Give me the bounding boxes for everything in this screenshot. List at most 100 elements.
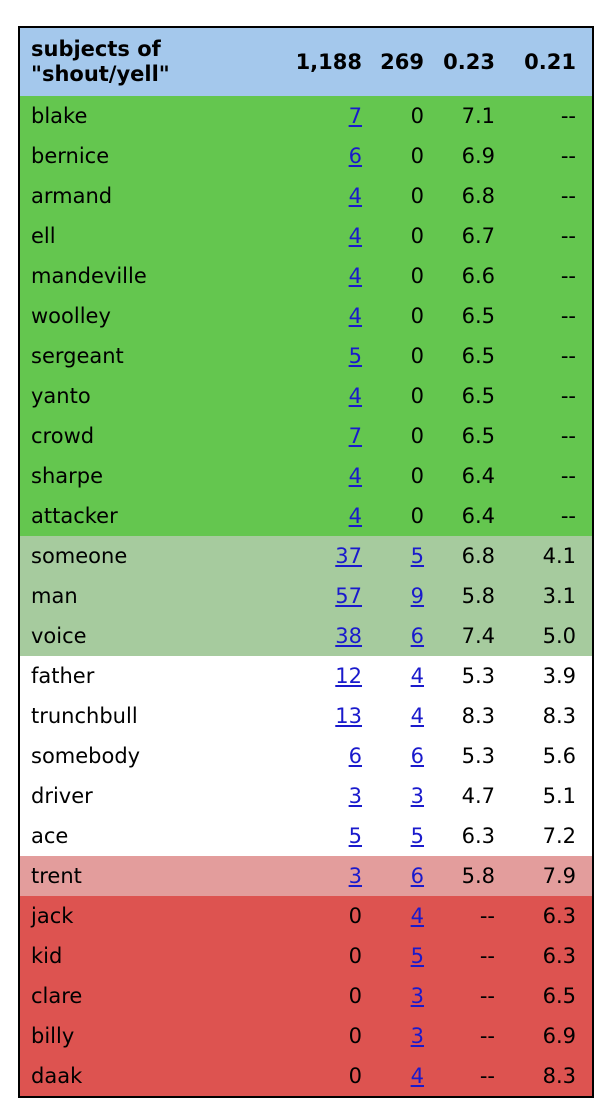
row-c4-value: -- [560,224,576,248]
row-subject: father [31,664,95,688]
row-c1-count-link[interactable]: 4 [348,184,362,208]
row-c1-cell: 38 [288,616,376,656]
row-c2-count-link[interactable]: 3 [410,1024,424,1048]
row-c3-value: 6.9 [461,144,495,168]
row-c1-cell: 13 [288,696,376,736]
row-c2-value: 0 [410,424,424,448]
row-c2-count-link[interactable]: 5 [410,544,424,568]
table-row: billy 0 3 -- 6.9 [20,1016,592,1056]
row-c1-count-link[interactable]: 5 [348,824,362,848]
row-c1-count-link[interactable]: 13 [335,704,362,728]
row-c1-cell: 4 [288,376,376,416]
row-c1-count-link[interactable]: 7 [348,424,362,448]
row-subject: someone [31,544,128,568]
row-c2-count-link[interactable]: 3 [410,984,424,1008]
row-c3-value: 6.8 [461,184,495,208]
row-c1-cell: 12 [288,656,376,696]
row-c2-cell: 6 [376,736,438,776]
row-c4-value: -- [560,384,576,408]
table-row: jack 0 4 -- 6.3 [20,896,592,936]
row-c3-value: 6.5 [461,304,495,328]
header-col3: 0.23 [443,50,495,74]
row-c1-value: 0 [348,1024,362,1048]
header-title: subjects of "shout/yell" [20,28,288,96]
row-c1-cell: 4 [288,296,376,336]
table-row: woolley 4 0 6.5 -- [20,296,592,336]
row-c2-cell: 5 [376,536,438,576]
row-c2-count-link[interactable]: 5 [410,944,424,968]
row-c1-cell: 6 [288,736,376,776]
row-c1-count-link[interactable]: 6 [348,144,362,168]
row-c1-value: 0 [348,944,362,968]
row-c1-cell: 7 [288,96,376,136]
row-c2-cell: 4 [376,656,438,696]
row-c1-count-link[interactable]: 4 [348,264,362,288]
row-c3-value: 5.8 [461,584,495,608]
row-c1-count-link[interactable]: 7 [348,104,362,128]
results-table: subjects of "shout/yell" 1,188 269 0.23 … [20,28,592,1096]
row-c1-cell: 57 [288,576,376,616]
row-c1-count-link[interactable]: 4 [348,384,362,408]
row-c1-count-link[interactable]: 12 [335,664,362,688]
row-c4-value: 7.2 [542,824,576,848]
row-c2-count-link[interactable]: 5 [410,824,424,848]
row-c1-count-link[interactable]: 4 [348,304,362,328]
row-c4-value: 6.9 [542,1024,576,1048]
row-c1-cell: 4 [288,256,376,296]
row-c2-count-link[interactable]: 4 [410,704,424,728]
table-row: driver 3 3 4.7 5.1 [20,776,592,816]
row-c2-count-link[interactable]: 4 [410,904,424,928]
table-row: someone 37 5 6.8 4.1 [20,536,592,576]
row-c2-cell: 3 [376,976,438,1016]
table-row: blake 7 0 7.1 -- [20,96,592,136]
row-c3-value: 6.4 [461,464,495,488]
row-c1-cell: 4 [288,456,376,496]
row-c1-count-link[interactable]: 3 [348,784,362,808]
row-c2-count-link[interactable]: 6 [410,624,424,648]
row-c3-value: 6.5 [461,344,495,368]
row-c1-count-link[interactable]: 37 [335,544,362,568]
row-subject: attacker [31,504,118,528]
table-row: ell 4 0 6.7 -- [20,216,592,256]
row-c1-cell: 3 [288,776,376,816]
row-c2-cell: 4 [376,696,438,736]
row-c1-count-link[interactable]: 4 [348,464,362,488]
row-c3-value: 6.5 [461,384,495,408]
row-c1-count-link[interactable]: 3 [348,864,362,888]
row-c1-count-link[interactable]: 4 [348,504,362,528]
row-c1-count-link[interactable]: 4 [348,224,362,248]
table-row: trunchbull 13 4 8.3 8.3 [20,696,592,736]
row-c2-count-link[interactable]: 6 [410,864,424,888]
row-c2-count-link[interactable]: 4 [410,664,424,688]
row-c4-value: 4.1 [542,544,576,568]
table-row: armand 4 0 6.8 -- [20,176,592,216]
row-c1-cell: 4 [288,216,376,256]
table-row: somebody 6 6 5.3 5.6 [20,736,592,776]
row-c1-count-link[interactable]: 6 [348,744,362,768]
row-c1-value: 0 [348,904,362,928]
row-c2-value: 0 [410,464,424,488]
row-c4-value: 3.9 [542,664,576,688]
row-subject: yanto [31,384,91,408]
row-c1-cell: 4 [288,496,376,536]
row-c2-count-link[interactable]: 4 [410,1064,424,1088]
row-c4-value: 6.3 [542,904,576,928]
row-c1-cell: 5 [288,816,376,856]
row-c1-count-link[interactable]: 57 [335,584,362,608]
row-c2-value: 0 [410,184,424,208]
row-c4-value: -- [560,184,576,208]
row-c1-cell: 7 [288,416,376,456]
row-c2-count-link[interactable]: 9 [410,584,424,608]
table-row: sharpe 4 0 6.4 -- [20,456,592,496]
row-c1-cell: 5 [288,336,376,376]
row-c2-count-link[interactable]: 6 [410,744,424,768]
row-subject: ace [31,824,69,848]
row-c1-count-link[interactable]: 5 [348,344,362,368]
row-subject: sergeant [31,344,124,368]
row-c2-cell: 5 [376,816,438,856]
row-c1-count-link[interactable]: 38 [335,624,362,648]
row-c4-value: -- [560,424,576,448]
row-c2-count-link[interactable]: 3 [410,784,424,808]
row-c4-value: -- [560,504,576,528]
row-subject: kid [31,944,63,968]
